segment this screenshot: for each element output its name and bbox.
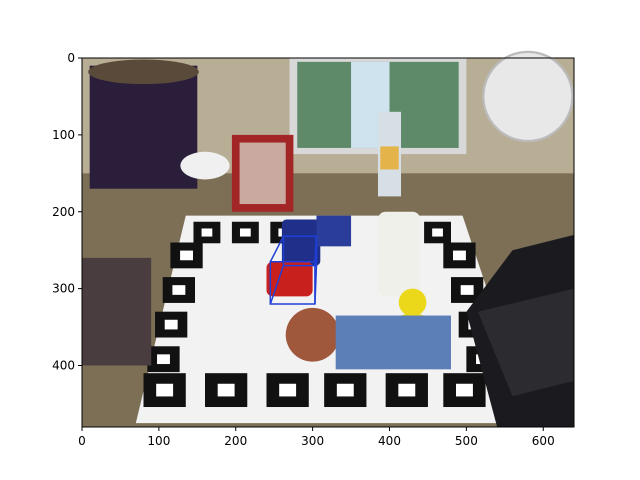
x-tick-label: 300 — [301, 434, 324, 448]
bbox-overlay — [269, 235, 318, 305]
mug-2 — [316, 215, 352, 247]
y-tick-label: 0 — [67, 51, 75, 65]
toy-car — [266, 261, 313, 297]
bbox-edge — [314, 265, 318, 305]
bbox-edge — [314, 236, 318, 262]
y-tick-label: 100 — [52, 128, 75, 142]
watering-can — [377, 211, 421, 297]
mug — [281, 219, 321, 266]
y-tick-label: 400 — [52, 359, 75, 373]
pot — [89, 65, 198, 189]
x-tick-label: 0 — [78, 434, 86, 448]
bowl — [180, 151, 230, 180]
x-tick-label: 100 — [147, 434, 170, 448]
x-tick-label: 200 — [224, 434, 247, 448]
book — [335, 315, 451, 370]
axes-frame — [81, 57, 575, 428]
duck-head — [398, 288, 427, 317]
bbox-front-face — [269, 260, 316, 305]
bbox-edge — [269, 265, 285, 305]
plush-toy — [285, 307, 340, 362]
y-tick-label: 200 — [52, 205, 75, 219]
pot-rim — [88, 59, 199, 85]
magazine — [82, 257, 152, 366]
x-tick-label: 400 — [378, 434, 401, 448]
x-axis: 0 100 200 300 400 500 600 — [78, 427, 555, 448]
picture-content — [239, 142, 286, 205]
laptop-keyboard — [477, 288, 574, 397]
x-tick-label: 500 — [455, 434, 478, 448]
bottle-label — [380, 146, 399, 170]
y-tick-label: 300 — [52, 282, 75, 296]
bbox-edge — [269, 236, 285, 263]
y-axis: 0 100 200 300 400 — [52, 51, 82, 373]
fan — [482, 50, 574, 143]
x-tick-label: 600 — [532, 434, 555, 448]
photo — [82, 50, 574, 427]
